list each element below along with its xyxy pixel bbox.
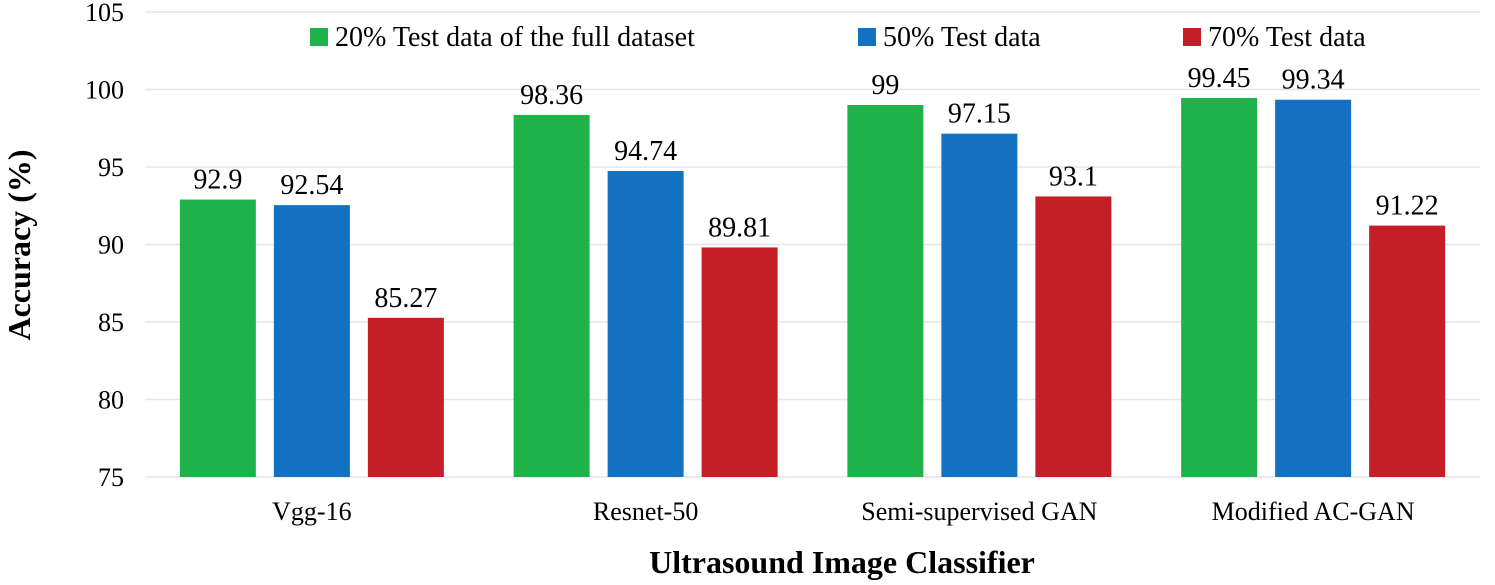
data-label: 99.34 [1282,65,1345,96]
bar-3-3 [1035,196,1112,477]
bar-1-1 [179,199,256,478]
y-tick-label: 100 [85,76,124,105]
y-axis-title: Accuracy (%) [1,149,37,340]
bar-3-2 [701,247,778,477]
data-label: 85.27 [374,283,437,314]
y-tick-label: 75 [98,463,124,492]
bar-2-2 [607,171,684,477]
data-label: 97.15 [948,99,1011,130]
x-axis-ticks: Vgg-16 Resnet-50 Semi-supervised GAN Modifi… [272,497,1415,526]
data-labels: 92.9 92.54 85.27 98.36 94.74 89.81 99 97.15 93.1… [193,63,1438,314]
x-axis-title: Ultrasound Image Classifier [649,544,1035,580]
y-tick-label: 85 [98,308,124,337]
legend-swatch-2 [858,28,876,46]
data-label: 99 [871,70,899,101]
data-label: 98.36 [520,80,583,111]
bar-1-4 [1181,98,1258,478]
data-label: 99.45 [1188,63,1251,94]
data-label: 94.74 [614,136,677,167]
x-tick-label: Resnet-50 [593,497,698,526]
legend-label-1: 20% Test data of the full dataset [335,22,695,53]
data-label: 92.54 [280,170,343,201]
x-tick-label: Modified AC-GAN [1212,497,1415,526]
bar-2-3 [941,133,1018,478]
x-tick-label: Vgg-16 [272,497,351,526]
data-label: 92.9 [193,165,242,196]
data-label: 89.81 [708,212,771,243]
y-axis-ticks: 75 80 85 90 95 100 105 [85,0,124,492]
legend-label-3: 70% Test data [1208,22,1366,53]
bars [179,98,1446,478]
bar-2-1 [273,205,350,477]
bar-2-4 [1275,99,1352,477]
y-tick-label: 90 [98,231,124,260]
bar-3-4 [1369,225,1446,477]
data-label: 93.1 [1049,161,1098,192]
x-tick-label: Semi-supervised GAN [861,497,1097,526]
y-tick-label: 105 [85,0,124,27]
legend: 20% Test data of the full dataset 50% Tes… [310,22,1366,53]
data-label: 91.22 [1376,191,1439,222]
bar-3-1 [367,317,444,477]
legend-swatch-1 [310,28,328,46]
grid-lines [145,11,1480,478]
bar-1-3 [847,105,924,477]
legend-swatch-3 [1183,28,1201,46]
bar-1-2 [513,114,590,478]
legend-label-2: 50% Test data [883,22,1041,53]
y-tick-label: 80 [98,386,124,415]
y-tick-label: 95 [98,153,124,182]
